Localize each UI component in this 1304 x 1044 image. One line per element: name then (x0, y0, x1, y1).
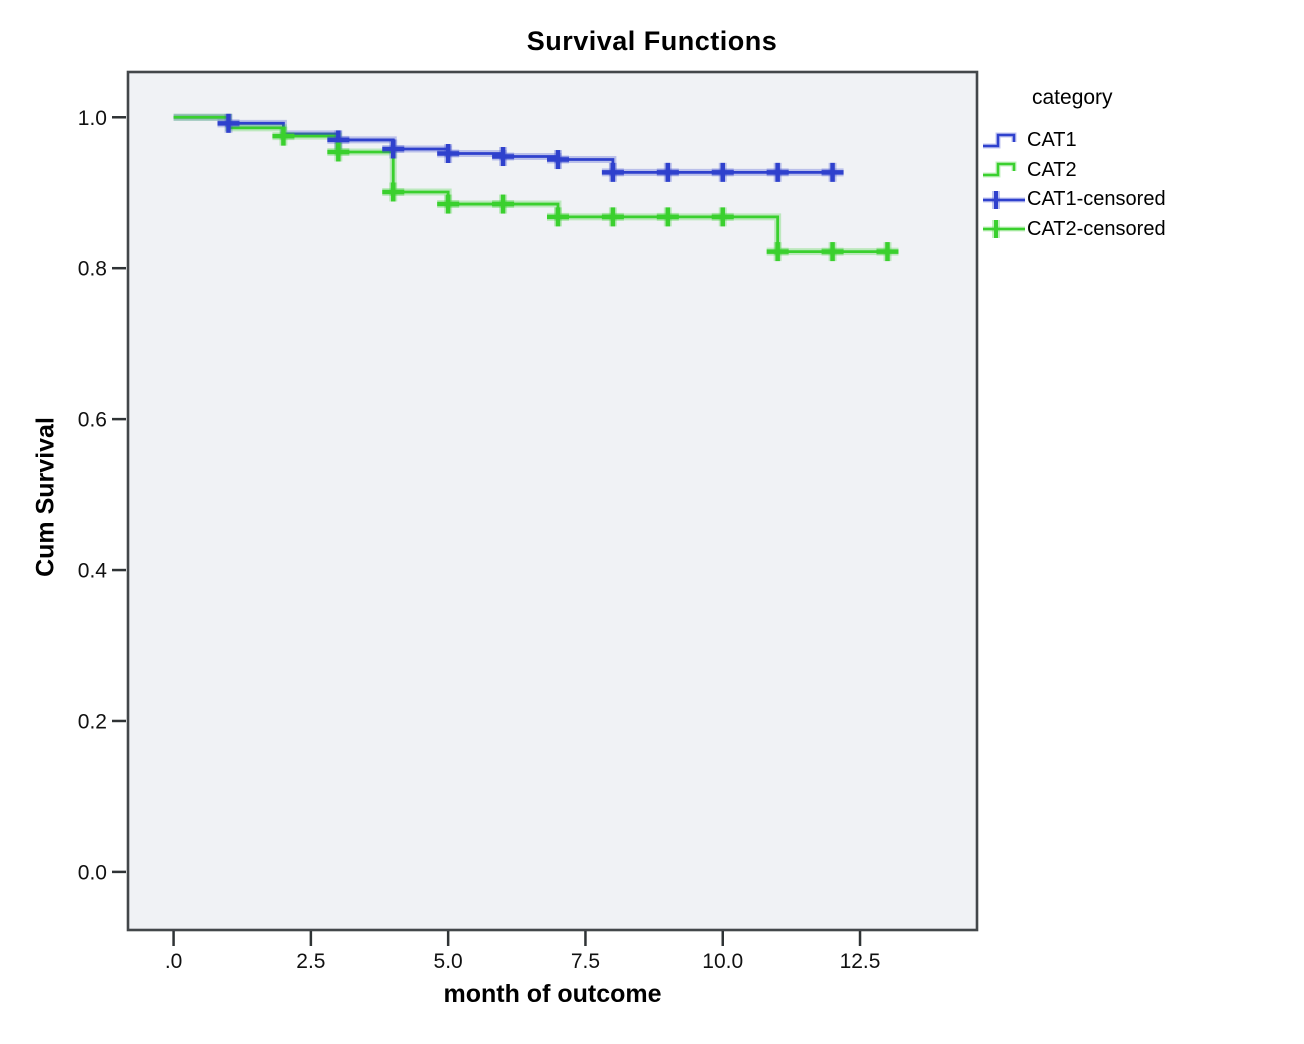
legend-entry-cat1-censored: CAT1-censored (982, 185, 1166, 215)
y-tick-label: 1.0 (78, 107, 107, 130)
legend-entry-cat1: CAT1 (982, 126, 1166, 156)
x-tick-label: 12.5 (840, 950, 881, 973)
censored-marker-CAT1 (601, 162, 624, 182)
censored-marker-CAT2 (821, 242, 844, 262)
censored-marker-CAT2 (272, 126, 295, 146)
y-tick-label: 0.2 (78, 710, 107, 733)
y-tick-label: 0.0 (78, 861, 107, 884)
legend-symbol-plus-icon (983, 220, 1025, 239)
legend-label: CAT1-censored (1027, 188, 1166, 211)
chart-title: Survival Functions (526, 26, 778, 56)
censored-marker-CAT1 (711, 162, 734, 182)
legend: category CAT1 CAT2 CAT1-censored CAT2-censo… (982, 86, 1166, 244)
censored-marker-CAT2 (876, 242, 899, 262)
legend-entry-cat2-censored: CAT2-censored (982, 215, 1166, 245)
censored-marker-CAT2 (437, 194, 460, 214)
legend-entry-cat2: CAT2 (982, 156, 1166, 186)
x-tick-label: .0 (165, 950, 183, 973)
censored-marker-CAT2 (711, 207, 734, 227)
legend-symbol-step-icon (983, 132, 1017, 149)
y-tick-label: 0.4 (78, 560, 108, 583)
y-tick-label: 0.6 (78, 409, 107, 432)
y-tick-label: 0.8 (78, 258, 107, 281)
censored-marker-CAT1 (382, 139, 405, 159)
legend-entries: CAT1 CAT2 CAT1-censored CAT2-censored (982, 126, 1166, 244)
x-tick-label: 10.0 (702, 950, 743, 973)
censored-marker-CAT1 (821, 162, 844, 182)
censored-marker-CAT1 (492, 147, 515, 167)
censored-marker-CAT1 (766, 162, 789, 182)
censored-marker-CAT1 (656, 162, 679, 182)
x-tick-label: 5.0 (434, 950, 463, 973)
legend-title: category (1032, 86, 1113, 109)
censored-marker-CAT2 (546, 207, 569, 227)
x-axis-title: month of outcome (443, 980, 662, 1008)
legend-label: CAT2-censored (1027, 217, 1166, 240)
legend-label: CAT2 (1027, 158, 1077, 181)
legend-label: CAT1 (1027, 129, 1077, 152)
legend-symbol-step-icon (983, 161, 1017, 178)
censored-marker-CAT2 (382, 182, 405, 202)
legend-symbol-plus-icon (983, 190, 1025, 209)
x-tick-label: 2.5 (296, 950, 325, 973)
censored-marker-CAT1 (217, 113, 240, 133)
censored-marker-CAT2 (492, 194, 515, 214)
censored-marker-CAT2 (766, 242, 789, 262)
censored-marker-CAT2 (656, 207, 679, 227)
censored-marker-CAT2 (327, 142, 350, 162)
x-tick-label: 7.5 (571, 950, 600, 973)
censored-marker-CAT1 (546, 150, 569, 170)
censored-marker-CAT2 (601, 207, 624, 227)
censored-marker-CAT1 (437, 143, 460, 163)
